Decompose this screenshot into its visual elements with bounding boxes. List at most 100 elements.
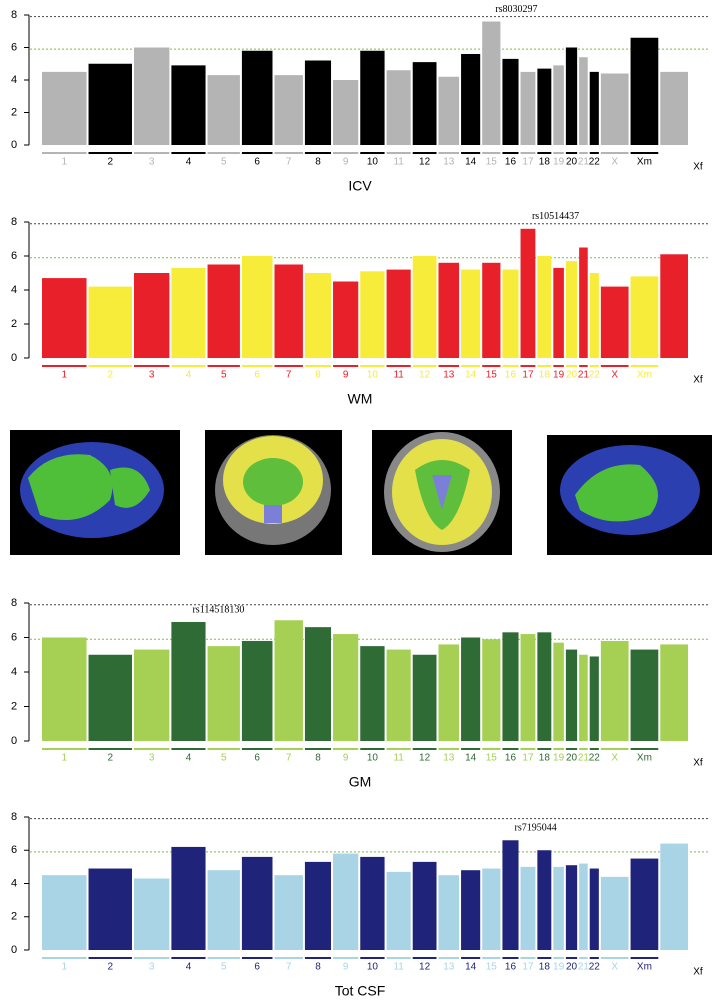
x-tick-label: 7 <box>286 753 292 764</box>
x-tick-label: 20 <box>566 962 578 973</box>
x-tick-label: 3 <box>149 753 155 764</box>
chromosome-peak <box>579 247 588 358</box>
x-tick-label: 18 <box>539 157 551 168</box>
y-tick-label: 8 <box>11 9 17 21</box>
chromosome-peak <box>537 256 552 358</box>
chromosome-peak <box>241 640 273 741</box>
chromosome-peak <box>520 228 536 358</box>
x-tick-label: 18 <box>539 370 551 381</box>
chromosome-peak <box>88 286 132 358</box>
chromosome-peak <box>502 58 519 145</box>
x-tick-label: 7 <box>286 157 292 168</box>
x-tick-label: Xm <box>637 157 652 168</box>
x-tick-label: 2 <box>107 157 113 168</box>
chromosome-peak <box>565 649 578 741</box>
chromosome-peak <box>304 861 332 950</box>
chromosome-peak <box>537 850 552 950</box>
chromosome-peak <box>333 853 359 950</box>
chromosome-peak <box>412 861 437 950</box>
x-tick-label: 10 <box>367 962 379 973</box>
chromosome-peak <box>482 21 501 145</box>
chromosome-peak <box>660 843 688 950</box>
y-tick-label: 0 <box>11 735 17 747</box>
chromosome-peak <box>630 649 659 741</box>
brain-images <box>10 430 712 555</box>
x-tick-label: 11 <box>393 962 404 973</box>
chromosome-peak <box>360 646 385 741</box>
x-tick-label: 16 <box>505 962 517 973</box>
x-tick-label: 22 <box>589 157 601 168</box>
y-tick-label: 4 <box>11 74 17 86</box>
y-tick-label: 0 <box>11 944 17 956</box>
chromosome-peak <box>565 47 578 145</box>
y-tick-label: 8 <box>11 597 17 609</box>
x-tick-label: X <box>611 753 618 764</box>
chromosome-peak <box>386 649 411 741</box>
y-tick-label: 8 <box>11 216 17 228</box>
x-tick-label: 2 <box>107 753 113 764</box>
x-tick-label: 2 <box>107 962 113 973</box>
x-tick-label: Xm <box>637 753 652 764</box>
chromosome-peak <box>171 65 206 145</box>
y-tick-label: 4 <box>11 666 17 678</box>
chromosome-peak <box>274 264 303 358</box>
y-tick-label: 0 <box>11 352 17 364</box>
x-tick-label: 6 <box>254 157 260 168</box>
chromosome-peak <box>88 63 132 145</box>
chromosome-peak <box>207 646 240 741</box>
y-tick-label: 4 <box>11 284 17 296</box>
x-tick-label: 22 <box>589 370 601 381</box>
chromosome-peak <box>565 261 578 358</box>
x-tick-label: 10 <box>367 370 379 381</box>
annotation: rs10514437 <box>532 211 579 222</box>
y-tick-label: 2 <box>11 318 17 330</box>
x-tick-label: 12 <box>419 157 431 168</box>
x-tick-label: 12 <box>419 962 431 973</box>
chromosome-peak <box>520 634 536 741</box>
x-tick-label: 14 <box>465 157 477 168</box>
chromosome-peak <box>589 656 599 741</box>
chart-title: GM <box>349 774 372 790</box>
y-tick-label: 2 <box>11 106 17 118</box>
x-tick-label: 3 <box>149 962 155 973</box>
chromosome-peak <box>660 71 688 145</box>
x-tick-label: 18 <box>539 962 551 973</box>
x-tick-label: 11 <box>393 370 404 381</box>
x-tick-label: 10 <box>367 753 379 764</box>
x-tick-label: 1 <box>61 753 67 764</box>
chromosome-peak <box>565 865 578 950</box>
chromosome-peak <box>42 637 87 741</box>
x-tick-label: 11 <box>393 157 404 168</box>
chromosome-peak <box>333 634 359 741</box>
chromosome-peak <box>520 71 536 145</box>
x-tick-label: 7 <box>286 962 292 973</box>
chart-title: ICV <box>348 178 372 194</box>
x-tick-label: 17 <box>522 753 534 764</box>
y-tick-label: 4 <box>11 877 17 889</box>
x-tick-label: 14 <box>465 753 477 764</box>
x-tick-label: 6 <box>254 962 260 973</box>
x-tick-label: 16 <box>505 370 517 381</box>
x-tick-label: 3 <box>149 157 155 168</box>
chromosome-peak <box>171 846 206 950</box>
annotation: rs114518130 <box>192 604 244 615</box>
x-tick-label: 21 <box>578 370 590 381</box>
x-tick-label: 13 <box>443 157 455 168</box>
chromosome-peak <box>537 632 552 741</box>
chromosome-peak <box>88 868 132 950</box>
chromosome-peak <box>482 262 501 358</box>
chromosome-peak <box>579 863 588 950</box>
x-tick-label: 5 <box>221 370 227 381</box>
x-tick-label: 21 <box>578 157 590 168</box>
chromosome-peak <box>133 878 170 950</box>
chromosome-peak <box>438 262 460 358</box>
chromosome-peak <box>412 62 437 145</box>
x-tick-label: Xm <box>637 370 652 381</box>
chromosome-peak <box>660 254 688 358</box>
x-tick-label: 4 <box>186 157 192 168</box>
y-tick-label: 0 <box>11 139 17 151</box>
x-tick-label: 9 <box>343 157 349 168</box>
chromosome-peak <box>438 76 460 145</box>
chromosome-peak <box>274 875 303 950</box>
